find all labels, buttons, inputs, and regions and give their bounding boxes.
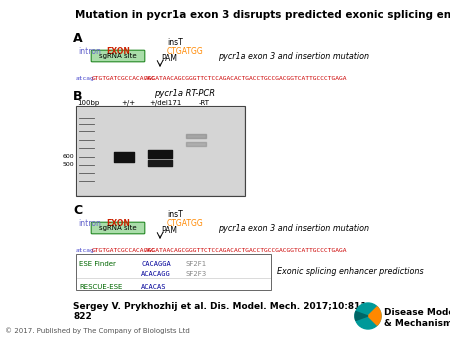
Text: Sergey V. Prykhozhij et al. Dis. Model. Mech. 2017;10:811-
822: Sergey V. Prykhozhij et al. Dis. Model. …	[73, 302, 370, 321]
Bar	[76, 106, 245, 196]
Text: insT: insT	[167, 38, 183, 47]
Text: SF2F3: SF2F3	[186, 271, 207, 277]
Text: CTGATGG: CTGATGG	[167, 219, 204, 228]
Text: pycr1a exon 3 and insertion mutation: pycr1a exon 3 and insertion mutation	[218, 224, 369, 233]
Text: atcag: atcag	[76, 248, 95, 253]
Text: Disease Models
& Mechanisms: Disease Models & Mechanisms	[384, 308, 450, 328]
Text: +/del171: +/del171	[149, 100, 181, 106]
Text: AGGATAACAGCGGGTTCTCCAGACACTGACCTGCCGACGGTCATTGCCCTGAGA: AGGATAACAGCGGGTTCTCCAGACACTGACCTGCCGACGG…	[145, 76, 348, 81]
Text: EXON: EXON	[106, 47, 130, 56]
Text: sgRNA site: sgRNA site	[99, 225, 137, 231]
Text: +/+: +/+	[121, 100, 135, 106]
Text: A: A	[73, 32, 83, 45]
Text: intron: intron	[78, 47, 101, 56]
Text: PAM: PAM	[161, 54, 177, 63]
Text: RESCUE-ESE: RESCUE-ESE	[79, 284, 122, 290]
FancyBboxPatch shape	[91, 222, 145, 234]
Text: pycr1a RT-PCR: pycr1a RT-PCR	[154, 89, 216, 98]
Text: EXON: EXON	[106, 219, 130, 228]
Text: sgRNA site: sgRNA site	[99, 53, 137, 59]
Text: © 2017. Published by The Company of Biologists Ltd: © 2017. Published by The Company of Biol…	[5, 327, 190, 334]
Text: B: B	[73, 90, 82, 103]
Text: 600: 600	[63, 154, 74, 160]
Text: 100bp: 100bp	[77, 100, 99, 106]
Text: pycr1a exon 3 and insertion mutation: pycr1a exon 3 and insertion mutation	[218, 52, 369, 61]
Bar	[77, 107, 244, 195]
Bar	[76, 254, 271, 290]
Text: ACACAGG: ACACAGG	[141, 271, 171, 277]
Text: CACAGGA: CACAGGA	[141, 261, 171, 267]
Text: atcag: atcag	[76, 76, 95, 81]
Text: SF2F1: SF2F1	[186, 261, 207, 267]
Text: -RT: -RT	[198, 100, 210, 106]
Text: ESE Finder: ESE Finder	[79, 261, 116, 267]
Circle shape	[355, 303, 381, 329]
Text: 500: 500	[63, 163, 74, 168]
Text: CTGATGG: CTGATGG	[167, 47, 204, 56]
Text: PAM: PAM	[161, 226, 177, 235]
Wedge shape	[368, 307, 381, 325]
Text: GTGTGATCGCCACACAC: GTGTGATCGCCACACAC	[92, 76, 156, 81]
Text: ACACAS: ACACAS	[141, 284, 166, 290]
Wedge shape	[355, 312, 368, 320]
Text: intron: intron	[78, 219, 101, 228]
Text: GTGTGATCGCCACACAC: GTGTGATCGCCACACAC	[92, 248, 156, 253]
Text: AGGATAACAGCGGGTTCTCCAGACACTGACCTGCCGACGGTCATTGCCCTGAGA: AGGATAACAGCGGGTTCTCCAGACACTGACCTGCCGACGG…	[145, 248, 348, 253]
Text: insT: insT	[167, 210, 183, 219]
Text: C: C	[73, 204, 82, 217]
Text: Mutation in pycr1a exon 3 disrupts predicted exonic splicing enhancers.: Mutation in pycr1a exon 3 disrupts predi…	[75, 10, 450, 20]
Text: Exonic splicing enhancer predictions: Exonic splicing enhancer predictions	[277, 267, 423, 276]
FancyBboxPatch shape	[91, 50, 145, 62]
